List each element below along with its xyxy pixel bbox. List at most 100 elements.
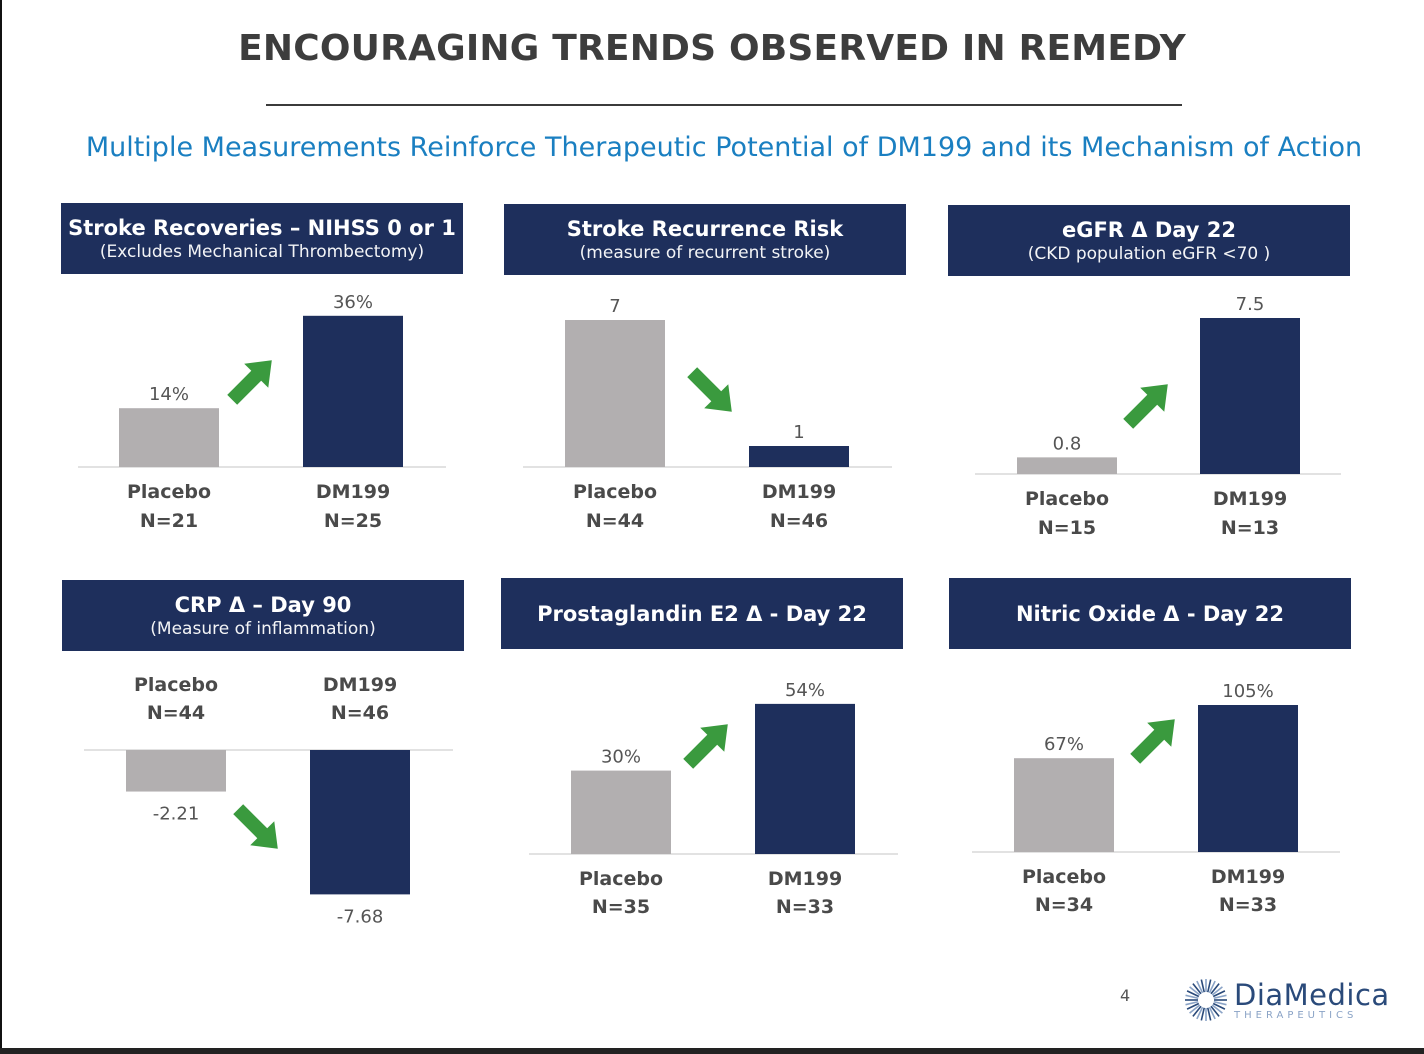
sample-size-label: N=35 [592, 896, 650, 918]
bottom-border [0, 1048, 1424, 1054]
slide-title: ENCOURAGING TRENDS OBSERVED IN REMEDY [238, 28, 1186, 69]
dm199-bar [749, 446, 849, 467]
logo-ray [1185, 994, 1199, 999]
logo-ray [1208, 1006, 1216, 1020]
panel-header-2: eGFR Δ Day 22 (CKD population eGFR <70 ) [948, 205, 1350, 276]
panel-subtitle: (CKD population eGFR <70 ) [1027, 243, 1271, 264]
category-label: DM199 [768, 868, 842, 890]
logo-ray [1211, 1004, 1223, 1014]
bar-value-label: 7.5 [1236, 294, 1265, 315]
category-label: DM199 [1211, 866, 1285, 888]
placebo-bar [565, 320, 665, 467]
dm199-bar [755, 703, 855, 854]
sample-size-label: N=15 [1038, 517, 1096, 539]
trend-up-arrow-icon [1130, 719, 1175, 764]
panel-subtitle: (measure of recurrent stroke) [579, 242, 831, 263]
title-divider [266, 104, 1182, 106]
panel-header-5: Nitric Oxide Δ - Day 22 [949, 578, 1351, 649]
logo-ray [1192, 1005, 1202, 1017]
logo-ray [1207, 979, 1212, 993]
placebo-bar [571, 770, 671, 854]
bar-value-label: 67% [1044, 734, 1084, 755]
panel-title: CRP Δ – Day 90 [174, 592, 352, 617]
placebo-bar [126, 750, 226, 792]
logo-ray [1210, 983, 1220, 995]
bar-value-label: 1 [793, 422, 804, 443]
category-label: Placebo [1022, 866, 1106, 888]
panel-title: Nitric Oxide Δ - Day 22 [1015, 601, 1285, 626]
sample-size-label: N=21 [140, 510, 198, 532]
bar-value-label: 105% [1222, 681, 1273, 702]
logo-ray [1185, 1001, 1199, 1006]
category-label: Placebo [1025, 488, 1109, 510]
panel-title: eGFR Δ Day 22 [1061, 217, 1237, 242]
placebo-bar [1017, 457, 1117, 474]
bar-value-label: 7 [609, 296, 620, 317]
placebo-bar [119, 408, 219, 467]
sample-size-label: N=46 [770, 510, 828, 532]
sample-size-label: N=34 [1035, 894, 1093, 916]
panel-header-1: Stroke Recurrence Risk (measure of recur… [504, 204, 906, 275]
logo-ray [1212, 990, 1226, 998]
bar-value-label: 54% [785, 680, 825, 701]
logo-ray [1212, 1002, 1226, 1010]
sample-size-label: N=46 [331, 702, 389, 724]
dm199-bar [310, 750, 410, 895]
dm199-bar [1200, 318, 1300, 474]
logo-ray [1213, 994, 1227, 999]
panel-title: Prostaglandin E2 Δ - Day 22 [537, 601, 867, 626]
sample-size-label: N=33 [776, 896, 834, 918]
logo-ray [1211, 986, 1223, 996]
bar-value-label: 0.8 [1053, 433, 1082, 454]
category-label: Placebo [134, 674, 218, 696]
logo-ray [1189, 1004, 1201, 1014]
panel-header-0: Stroke Recoveries – NIHSS 0 or 1 (Exclud… [61, 203, 463, 274]
sample-size-label: N=33 [1219, 894, 1277, 916]
logo-ray [1207, 1007, 1212, 1021]
category-label: Placebo [127, 481, 211, 503]
panel-subtitle: (Excludes Mechanical Thrombectomy) [99, 241, 425, 262]
category-label: DM199 [1213, 488, 1287, 510]
page-number: 4 [1120, 986, 1131, 1005]
bar-value-label: 30% [601, 747, 641, 768]
category-label: Placebo [573, 481, 657, 503]
bar-value-label: 36% [333, 292, 373, 313]
logo-ray [1213, 1001, 1227, 1006]
dm199-bar [303, 315, 403, 467]
panel-subtitle: (Measure of inflammation) [150, 618, 376, 639]
bar-value-label: -7.68 [337, 906, 384, 927]
panel-title: Stroke Recoveries – NIHSS 0 or 1 [68, 215, 456, 240]
category-label: DM199 [323, 674, 397, 696]
trend-up-arrow-icon [683, 724, 728, 769]
logo-wordmark: DiaMedica [1234, 978, 1390, 1012]
trend-up-arrow-icon [1123, 384, 1168, 429]
logo-tagline: THERAPEUTICS [1234, 1010, 1358, 1021]
dm199-bar [1198, 705, 1298, 852]
logo-ray [1192, 983, 1202, 995]
panel-title: Stroke Recurrence Risk [566, 216, 844, 241]
slide-subtitle: Multiple Measurements Reinforce Therapeu… [85, 132, 1363, 163]
category-label: DM199 [762, 481, 836, 503]
logo-ray [1189, 986, 1201, 996]
logo-ray [1196, 1006, 1204, 1020]
trend-down-arrow-icon [233, 804, 278, 849]
panel-header-3: CRP Δ – Day 90 (Measure of inflammation) [62, 580, 464, 651]
placebo-bar [1014, 758, 1114, 852]
company-logo: DiaMedica THERAPEUTICS [1182, 976, 1389, 1026]
bar-value-label: 14% [149, 384, 189, 405]
sample-size-label: N=44 [586, 510, 644, 532]
bar-value-label: -2.21 [153, 804, 200, 825]
logo-ray [1200, 1007, 1205, 1021]
starburst-logo-icon [1185, 979, 1227, 1021]
logo-ray [1200, 979, 1205, 993]
category-label: Placebo [579, 868, 663, 890]
logo-ray [1196, 980, 1204, 994]
trend-up-arrow-icon [227, 360, 272, 405]
logo-ray [1186, 990, 1200, 998]
sample-size-label: N=25 [324, 510, 382, 532]
sample-size-label: N=13 [1221, 517, 1279, 539]
panel-header-4: Prostaglandin E2 Δ - Day 22 [501, 578, 903, 649]
logo-ray [1208, 980, 1216, 994]
trend-down-arrow-icon [687, 367, 732, 412]
